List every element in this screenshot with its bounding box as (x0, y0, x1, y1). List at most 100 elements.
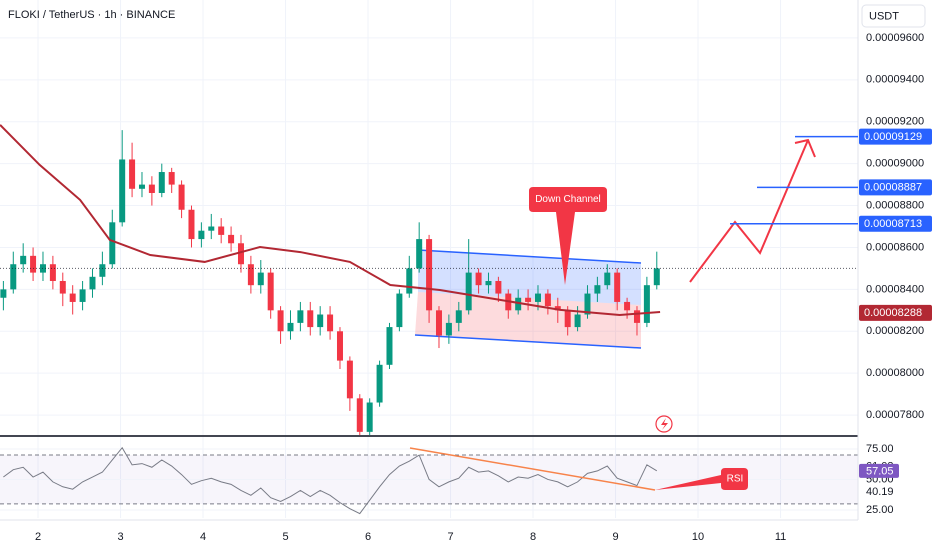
y-tick-label: 0.00009600 (866, 32, 924, 44)
rsi-line (3, 446, 658, 515)
x-tick-label: 4 (200, 531, 206, 543)
y-tick-label: 0.00008600 (866, 241, 924, 253)
price-tag-label: 0.00009129 (864, 131, 922, 143)
ma-tag-label: 0.00008288 (864, 307, 922, 319)
candle-body (89, 276, 96, 290)
candle-body (99, 264, 106, 277)
candle-body (426, 239, 433, 311)
axes: 2 3 4 5 6 7 8 9 10 11 0.00009600 0.00009400 0.000092… (35, 32, 924, 543)
ma-tag (859, 304, 932, 321)
candle-body (614, 272, 621, 302)
candle-body (643, 285, 650, 323)
candle-body (317, 314, 324, 328)
currency-button[interactable] (861, 4, 926, 28)
rsi-tag (859, 484, 899, 499)
chart-title: FLOKI / TetherUS · 1h · BINANCE (8, 9, 175, 21)
candle-body (376, 364, 383, 403)
candle-body (247, 264, 254, 286)
candle-body (10, 264, 17, 290)
candle-body (455, 310, 462, 323)
candle-body (356, 398, 363, 432)
candle-body (525, 297, 532, 302)
candle-body (475, 272, 482, 286)
projection (689, 138, 816, 283)
rsi-tag-label: 57.05 (866, 465, 894, 477)
candle-body (604, 272, 611, 286)
candle-body (574, 314, 581, 328)
callout-text: RSI (727, 474, 744, 485)
candle-body (69, 293, 76, 302)
channel-top (417, 249, 642, 264)
candle-body (554, 306, 561, 311)
y-tick-label: 0.00009000 (866, 158, 924, 170)
currency: USDT (869, 10, 899, 22)
price-tag (859, 179, 932, 196)
projection-path (689, 139, 809, 283)
candle-body (49, 264, 56, 281)
y-tick-label: 0.00009200 (866, 116, 924, 128)
candle-body (188, 209, 195, 240)
x-tick-label: 3 (117, 531, 123, 543)
candle-body (148, 184, 155, 193)
rsi-trendline (409, 447, 656, 491)
down-channel-callout: Down Channel (529, 187, 607, 285)
candle-body (465, 272, 472, 311)
x-tick-label: 11 (775, 531, 786, 543)
rsi-tick-label: 25.00 (866, 504, 894, 516)
price-tag-label: 0.00008713 (864, 218, 922, 230)
candle-body (30, 255, 37, 273)
candle-body (564, 310, 571, 328)
y-tick-label: 0.00009400 (866, 74, 924, 86)
candle-body (0, 289, 7, 298)
candle-body (277, 310, 284, 332)
candle-body (119, 159, 126, 223)
candle-body (534, 293, 541, 302)
candle-body (168, 172, 175, 185)
y-tick-label: 0.00008400 (866, 283, 924, 295)
candle-body (129, 159, 136, 189)
x-tick-label: 7 (447, 531, 453, 543)
rsi-tag (859, 463, 899, 478)
price-tag-label: 0.00008887 (864, 182, 922, 194)
candle-body (228, 234, 235, 244)
candle-body (336, 331, 343, 361)
candle-body (109, 222, 116, 265)
x-tick-label: 10 (692, 531, 704, 543)
channel-upper (418, 250, 641, 305)
candle-body (327, 314, 334, 332)
moving-average (0, 124, 661, 316)
y-tick-label: 0.00008800 (866, 199, 924, 211)
price-tag (859, 128, 932, 145)
candle-body (544, 293, 551, 307)
candle-body (485, 280, 492, 286)
candle-body (158, 172, 165, 193)
candle-body (138, 184, 145, 189)
candle-body (594, 285, 601, 294)
price-pane (0, 124, 858, 435)
candle-body (59, 280, 66, 294)
alert-bolt (661, 418, 668, 430)
x-tick-label: 5 (282, 531, 288, 543)
candle-body (515, 297, 522, 311)
grid (0, 0, 858, 518)
candle-body (237, 243, 244, 265)
candle-body (445, 322, 452, 336)
callout-shape (529, 187, 607, 285)
candle-body (297, 310, 304, 323)
candle-body (79, 289, 86, 302)
candle-body (218, 226, 225, 235)
candle-body (435, 310, 442, 336)
candle-body (396, 293, 403, 328)
candle-body (406, 268, 413, 294)
callout-shape (655, 468, 748, 490)
x-tick-label: 6 (365, 531, 371, 543)
rsi-tag-label: 40.19 (866, 486, 894, 498)
projection-arrowhead (794, 138, 816, 158)
candle-body (287, 322, 294, 332)
y-tick-label: 0.00008000 (866, 367, 924, 379)
price-tag (859, 215, 932, 232)
x-tick-label: 2 (35, 531, 41, 543)
candle-body (633, 310, 640, 323)
